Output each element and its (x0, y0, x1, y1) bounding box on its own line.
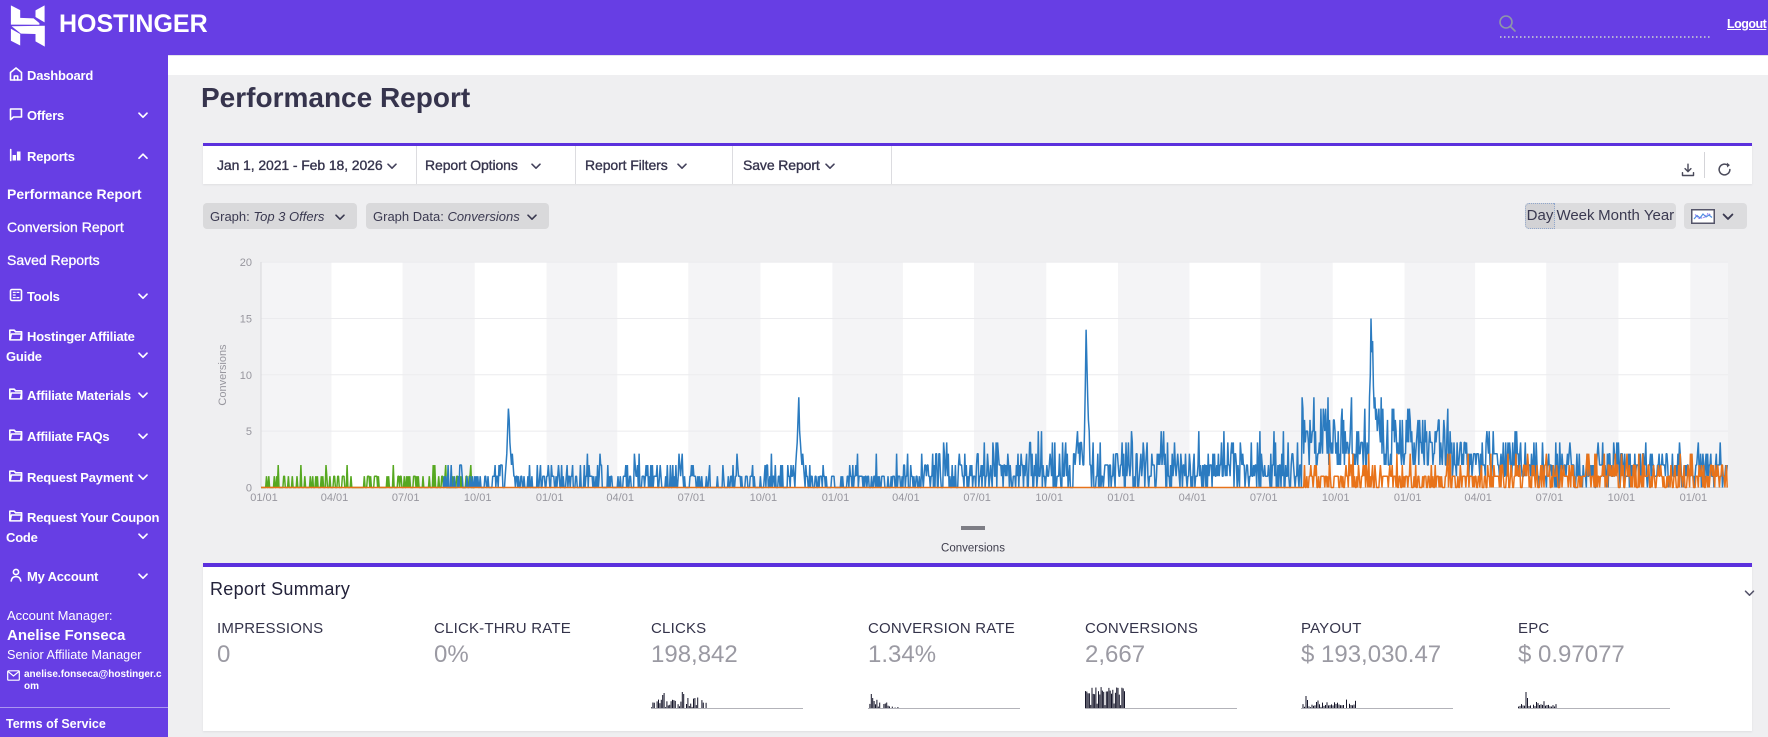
svg-text:10/01: 10/01 (1035, 492, 1063, 504)
svg-text:15: 15 (240, 314, 252, 326)
svg-text:10/01: 10/01 (464, 492, 492, 504)
svg-text:5: 5 (246, 426, 252, 438)
svg-text:20: 20 (240, 257, 252, 269)
svg-text:04/01: 04/01 (1179, 492, 1207, 504)
svg-text:01/01: 01/01 (1680, 492, 1708, 504)
svg-text:10: 10 (240, 370, 252, 382)
svg-text:10/01: 10/01 (1608, 492, 1636, 504)
svg-text:04/01: 04/01 (892, 492, 920, 504)
svg-text:10/01: 10/01 (750, 492, 778, 504)
svg-text:01/01: 01/01 (250, 492, 278, 504)
svg-text:Conversions: Conversions (217, 344, 229, 406)
svg-text:10/01: 10/01 (1322, 492, 1350, 504)
svg-text:Conversions: Conversions (941, 543, 1005, 555)
svg-text:07/01: 07/01 (1536, 492, 1564, 504)
svg-text:07/01: 07/01 (963, 492, 991, 504)
svg-text:07/01: 07/01 (1250, 492, 1278, 504)
svg-text:01/01: 01/01 (1107, 492, 1135, 504)
svg-text:04/01: 04/01 (606, 492, 634, 504)
svg-text:07/01: 07/01 (392, 492, 420, 504)
svg-text:0: 0 (246, 483, 252, 495)
svg-text:01/01: 01/01 (536, 492, 564, 504)
svg-text:04/01: 04/01 (1464, 492, 1492, 504)
svg-text:07/01: 07/01 (678, 492, 706, 504)
svg-text:04/01: 04/01 (321, 492, 349, 504)
svg-text:01/01: 01/01 (822, 492, 850, 504)
svg-text:01/01: 01/01 (1394, 492, 1422, 504)
